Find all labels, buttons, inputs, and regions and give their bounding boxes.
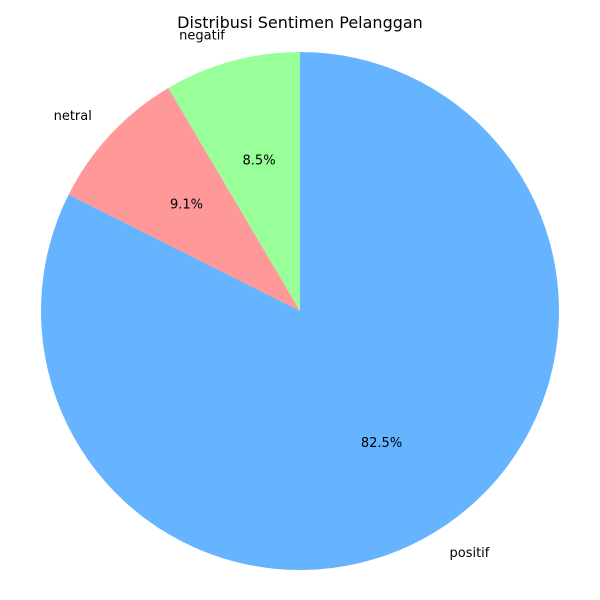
pct-label-negatif: 8.5% bbox=[243, 154, 276, 169]
pct-label-positif: 82.5% bbox=[361, 436, 402, 451]
slice-label-netral: netral bbox=[54, 109, 92, 124]
pie-slice-netral bbox=[68, 87, 300, 312]
slice-label-negatif: negatif bbox=[179, 29, 225, 44]
pie-slice-positif bbox=[41, 52, 560, 570]
chart-title: Distribusi Sentimen Pelanggan bbox=[177, 13, 423, 32]
slice-label-positif: positif bbox=[449, 546, 489, 561]
pie-slices bbox=[41, 52, 560, 570]
pct-label-netral: 9.1% bbox=[170, 197, 203, 212]
pie-labels: negatif 8.5% netral 9.1% positif 82.5% bbox=[54, 29, 490, 561]
pie-slice-negatif bbox=[168, 52, 300, 311]
